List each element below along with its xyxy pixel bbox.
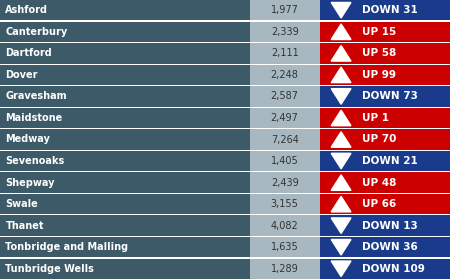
Text: DOWN 21: DOWN 21 [362, 156, 418, 166]
Bar [320, 237, 450, 258]
Text: Sevenoaks: Sevenoaks [5, 156, 65, 166]
Bar [0, 259, 250, 279]
Text: UP 15: UP 15 [362, 27, 396, 37]
Bar [250, 21, 320, 42]
Bar [320, 21, 450, 42]
Bar [0, 108, 250, 128]
Bar [320, 43, 450, 64]
Bar [0, 43, 250, 64]
Text: 2,111: 2,111 [271, 48, 298, 58]
Text: Tunbridge Wells: Tunbridge Wells [5, 264, 94, 274]
Bar [0, 86, 250, 107]
Text: 2,248: 2,248 [271, 70, 298, 80]
Text: Dover: Dover [5, 70, 38, 80]
Bar [0, 151, 250, 171]
Bar [320, 86, 450, 107]
Text: 1,635: 1,635 [271, 242, 298, 252]
Text: DOWN 73: DOWN 73 [362, 92, 418, 101]
Text: DOWN 13: DOWN 13 [362, 221, 418, 231]
Bar [250, 172, 320, 193]
Text: DOWN 109: DOWN 109 [362, 264, 425, 274]
Polygon shape [331, 261, 351, 276]
Text: Maidstone: Maidstone [5, 113, 63, 123]
Bar [250, 108, 320, 128]
Text: 1,977: 1,977 [271, 5, 298, 15]
Polygon shape [331, 89, 351, 104]
Bar [0, 65, 250, 85]
Bar [320, 259, 450, 279]
Polygon shape [331, 24, 351, 40]
Bar [320, 65, 450, 85]
Polygon shape [331, 218, 351, 234]
Text: Gravesham: Gravesham [5, 92, 67, 101]
Bar [250, 0, 320, 20]
Text: Shepway: Shepway [5, 178, 55, 187]
Text: 4,082: 4,082 [271, 221, 298, 231]
Bar [320, 0, 450, 20]
Polygon shape [331, 153, 351, 169]
Polygon shape [331, 175, 351, 190]
Bar [250, 65, 320, 85]
Text: 2,339: 2,339 [271, 27, 298, 37]
Text: Dartford: Dartford [5, 48, 52, 58]
Bar [0, 21, 250, 42]
Text: UP 66: UP 66 [362, 199, 396, 209]
Bar [0, 215, 250, 236]
Polygon shape [331, 110, 351, 126]
Text: DOWN 31: DOWN 31 [362, 5, 418, 15]
Polygon shape [331, 67, 351, 83]
Text: Thanet: Thanet [5, 221, 44, 231]
Text: UP 1: UP 1 [362, 113, 389, 123]
Bar [250, 194, 320, 214]
Polygon shape [331, 196, 351, 212]
Text: UP 58: UP 58 [362, 48, 396, 58]
Polygon shape [331, 239, 351, 255]
Text: Tonbridge and Malling: Tonbridge and Malling [5, 242, 129, 252]
Bar [0, 129, 250, 150]
Text: 7,264: 7,264 [271, 134, 298, 145]
Bar [320, 108, 450, 128]
Bar [250, 215, 320, 236]
Bar [320, 129, 450, 150]
Text: Ashford: Ashford [5, 5, 49, 15]
Text: Canterbury: Canterbury [5, 27, 68, 37]
Bar [320, 172, 450, 193]
Text: UP 70: UP 70 [362, 134, 396, 145]
Bar [0, 0, 250, 20]
Text: 2,439: 2,439 [271, 178, 298, 187]
Text: 2,497: 2,497 [271, 113, 298, 123]
Bar [0, 194, 250, 214]
Polygon shape [331, 132, 351, 147]
Text: 3,155: 3,155 [271, 199, 298, 209]
Bar [0, 237, 250, 258]
Bar [250, 259, 320, 279]
Bar [320, 215, 450, 236]
Bar [250, 86, 320, 107]
Text: 1,405: 1,405 [271, 156, 298, 166]
Polygon shape [331, 45, 351, 61]
Bar [250, 151, 320, 171]
Text: UP 99: UP 99 [362, 70, 396, 80]
Text: DOWN 36: DOWN 36 [362, 242, 418, 252]
Text: 2,587: 2,587 [270, 92, 299, 101]
Bar [0, 172, 250, 193]
Bar [250, 237, 320, 258]
Text: 1,289: 1,289 [271, 264, 298, 274]
Bar [250, 129, 320, 150]
Bar [250, 43, 320, 64]
Text: Medway: Medway [5, 134, 50, 145]
Bar [320, 194, 450, 214]
Polygon shape [331, 3, 351, 18]
Bar [320, 151, 450, 171]
Text: Swale: Swale [5, 199, 38, 209]
Text: UP 48: UP 48 [362, 178, 396, 187]
